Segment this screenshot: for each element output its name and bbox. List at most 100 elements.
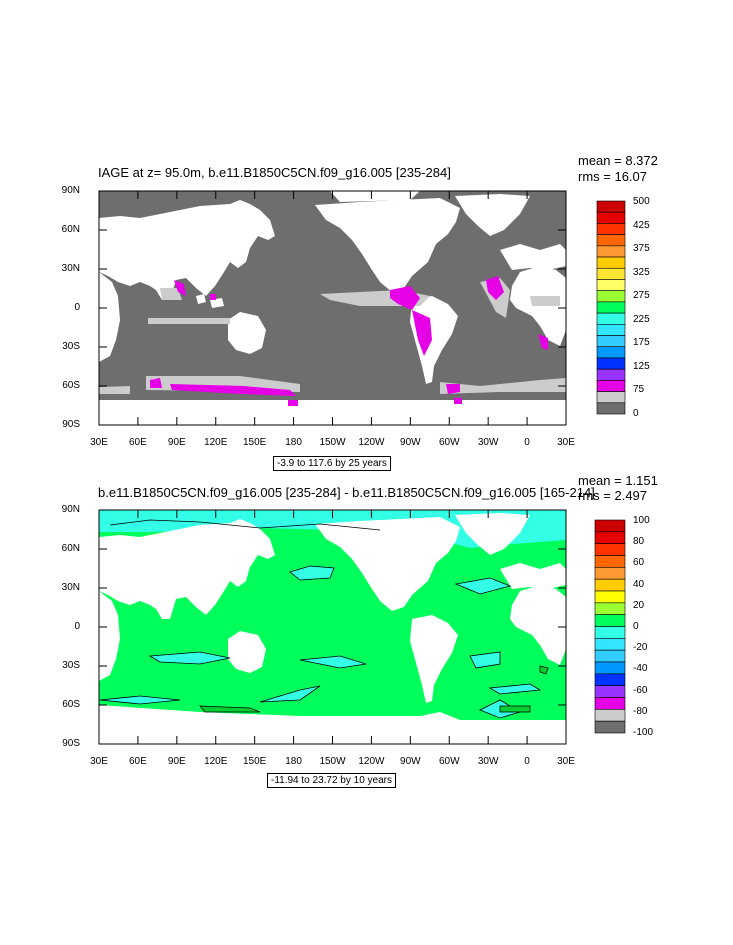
panel1-colorbar-label: 375 bbox=[633, 243, 650, 255]
panel2-lat-label: 90N bbox=[61, 504, 80, 515]
panel2-lon-label: 30E bbox=[90, 756, 108, 767]
panel1-lon-label: 60E bbox=[129, 437, 147, 448]
panel1-rms: rms = 16.07 bbox=[578, 169, 648, 184]
colorbar-cell bbox=[596, 312, 626, 325]
panel2-colorbar-label: -80 bbox=[633, 705, 648, 717]
panel1-colorbar-label: 0 bbox=[633, 408, 639, 419]
colorbar-cell bbox=[596, 380, 626, 392]
panel1-lon-label: 30W bbox=[477, 437, 499, 448]
panel1-lon-label: 30E bbox=[557, 437, 575, 448]
colorbar-cell bbox=[596, 223, 626, 235]
panel2-lat-label: 30S bbox=[62, 660, 80, 671]
panel2-colorbar-label: 40 bbox=[633, 578, 645, 590]
panel2-lat-label: 30N bbox=[61, 582, 80, 593]
panel1-lon-label: 180 bbox=[285, 437, 302, 448]
colorbar-cell bbox=[594, 590, 626, 604]
colorbar-cell bbox=[596, 346, 626, 359]
colorbar-cell bbox=[596, 335, 626, 348]
panel1-lon-label: 150E bbox=[242, 437, 267, 448]
panel1-colorbar-label: 275 bbox=[633, 290, 650, 302]
colorbar-cell bbox=[596, 200, 626, 213]
colorbar-cell bbox=[594, 602, 626, 615]
colorbar-cell bbox=[594, 614, 626, 627]
colorbar-cell bbox=[594, 685, 626, 698]
panel1-lon-label: 60W bbox=[438, 437, 460, 448]
colorbar-cell bbox=[594, 519, 626, 533]
panel2-title: b.e11.B1850C5CN.f09_g16.005 [235-284] - … bbox=[98, 485, 595, 500]
panel2-lat-label: 60S bbox=[62, 699, 80, 710]
panel1-colorbar-label: 75 bbox=[633, 384, 645, 396]
panel2-negative bbox=[99, 565, 542, 719]
panel2-rms: rms = 2.497 bbox=[578, 488, 648, 503]
panel1-title: IAGE at z= 95.0m, b.e11.B1850C5CN.f09_g1… bbox=[98, 165, 451, 180]
panel2-lon-label: 60W bbox=[438, 756, 460, 767]
panel1-lon-label: 30E bbox=[90, 437, 108, 448]
panel2-positive bbox=[199, 665, 549, 713]
panel2-map bbox=[98, 509, 567, 745]
panel2-colorbar-label: -20 bbox=[633, 642, 648, 654]
panel1-mean: mean = 8.372 bbox=[578, 153, 658, 168]
panel1-lon-label: 120E bbox=[204, 437, 228, 448]
panel1-colorbar-label: 325 bbox=[633, 266, 650, 278]
panel2-colorbar-label: -100 bbox=[633, 727, 654, 738]
panel1-colorbar-label: 125 bbox=[633, 360, 650, 372]
panel2-lon-label: 60E bbox=[129, 756, 147, 767]
colorbar-cell bbox=[596, 368, 626, 381]
panel1-lat-label: 60S bbox=[62, 380, 80, 391]
colorbar-cell bbox=[596, 357, 626, 370]
colorbar-cell bbox=[596, 256, 626, 269]
panel2-mean: mean = 1.151 bbox=[578, 473, 658, 488]
panel2-colorbar bbox=[594, 519, 626, 734]
panel1-range-box: -3.9 to 117.6 by 25 years bbox=[273, 456, 391, 471]
colorbar-cell bbox=[596, 324, 626, 336]
colorbar-cell bbox=[596, 234, 626, 247]
panel2-colorbar-label: -40 bbox=[633, 663, 648, 675]
panel2-colorbar-label: 80 bbox=[633, 536, 645, 548]
panel1-lon-label: 150W bbox=[319, 437, 346, 448]
panel1-lon-label: 0 bbox=[524, 437, 530, 448]
panel2-land bbox=[99, 513, 566, 744]
panel2-lon-label: 30W bbox=[477, 756, 499, 767]
colorbar-cell bbox=[594, 626, 626, 639]
panel2-lon-label: 120W bbox=[358, 756, 385, 767]
panel2-lat-label: 60N bbox=[61, 543, 80, 554]
colorbar-cell bbox=[596, 279, 626, 291]
panel1-lat-label: 90N bbox=[61, 185, 80, 196]
panel1-lon-label: 90E bbox=[167, 437, 186, 448]
panel2-range-box: -11.94 to 23.72 by 10 years bbox=[267, 773, 397, 788]
colorbar-cell bbox=[596, 290, 626, 303]
panel1-map bbox=[98, 190, 567, 426]
panel2-lat-label: 90S bbox=[62, 738, 80, 749]
panel1-lon-label: 120W bbox=[358, 437, 385, 448]
panel1-lon-label: 90W bbox=[400, 437, 421, 448]
panel1-colorbar-label: 225 bbox=[633, 313, 650, 325]
panel1-colorbar-label: 425 bbox=[633, 219, 650, 231]
axis-ticks bbox=[98, 190, 567, 745]
colorbar-cell bbox=[594, 720, 626, 734]
panel1-colorbar-label: 175 bbox=[633, 337, 650, 349]
colorbar-cell bbox=[596, 301, 626, 314]
colorbar-cell bbox=[594, 543, 626, 556]
panel1-colorbar bbox=[596, 200, 626, 415]
colorbar-cell bbox=[594, 638, 626, 651]
colorbar-cell bbox=[594, 661, 626, 675]
colorbar-cell bbox=[594, 531, 626, 544]
colorbar-cell bbox=[594, 673, 626, 686]
panel1-lat-label: 30S bbox=[62, 341, 80, 352]
panel2-lon-label: 90E bbox=[167, 756, 186, 767]
colorbar-cell bbox=[594, 697, 626, 710]
panel2-lon-label: 150W bbox=[319, 756, 346, 767]
panel1-lat-label: 0 bbox=[74, 302, 80, 313]
panel2-lon-label: 0 bbox=[524, 756, 530, 767]
panel1-colorbar-label: 500 bbox=[633, 196, 650, 207]
panel2-colorbar-label: -60 bbox=[633, 684, 648, 696]
colorbar-cell bbox=[596, 391, 626, 404]
panel1-magenta bbox=[150, 276, 548, 406]
panel2-lon-label: 90W bbox=[400, 756, 421, 767]
colorbar-cell bbox=[596, 245, 626, 258]
colorbar-cell bbox=[594, 578, 626, 592]
panel2-lon-label: 30E bbox=[557, 756, 575, 767]
panel2-lat-label: 0 bbox=[74, 621, 80, 632]
panel1-lat-label: 90S bbox=[62, 419, 80, 430]
